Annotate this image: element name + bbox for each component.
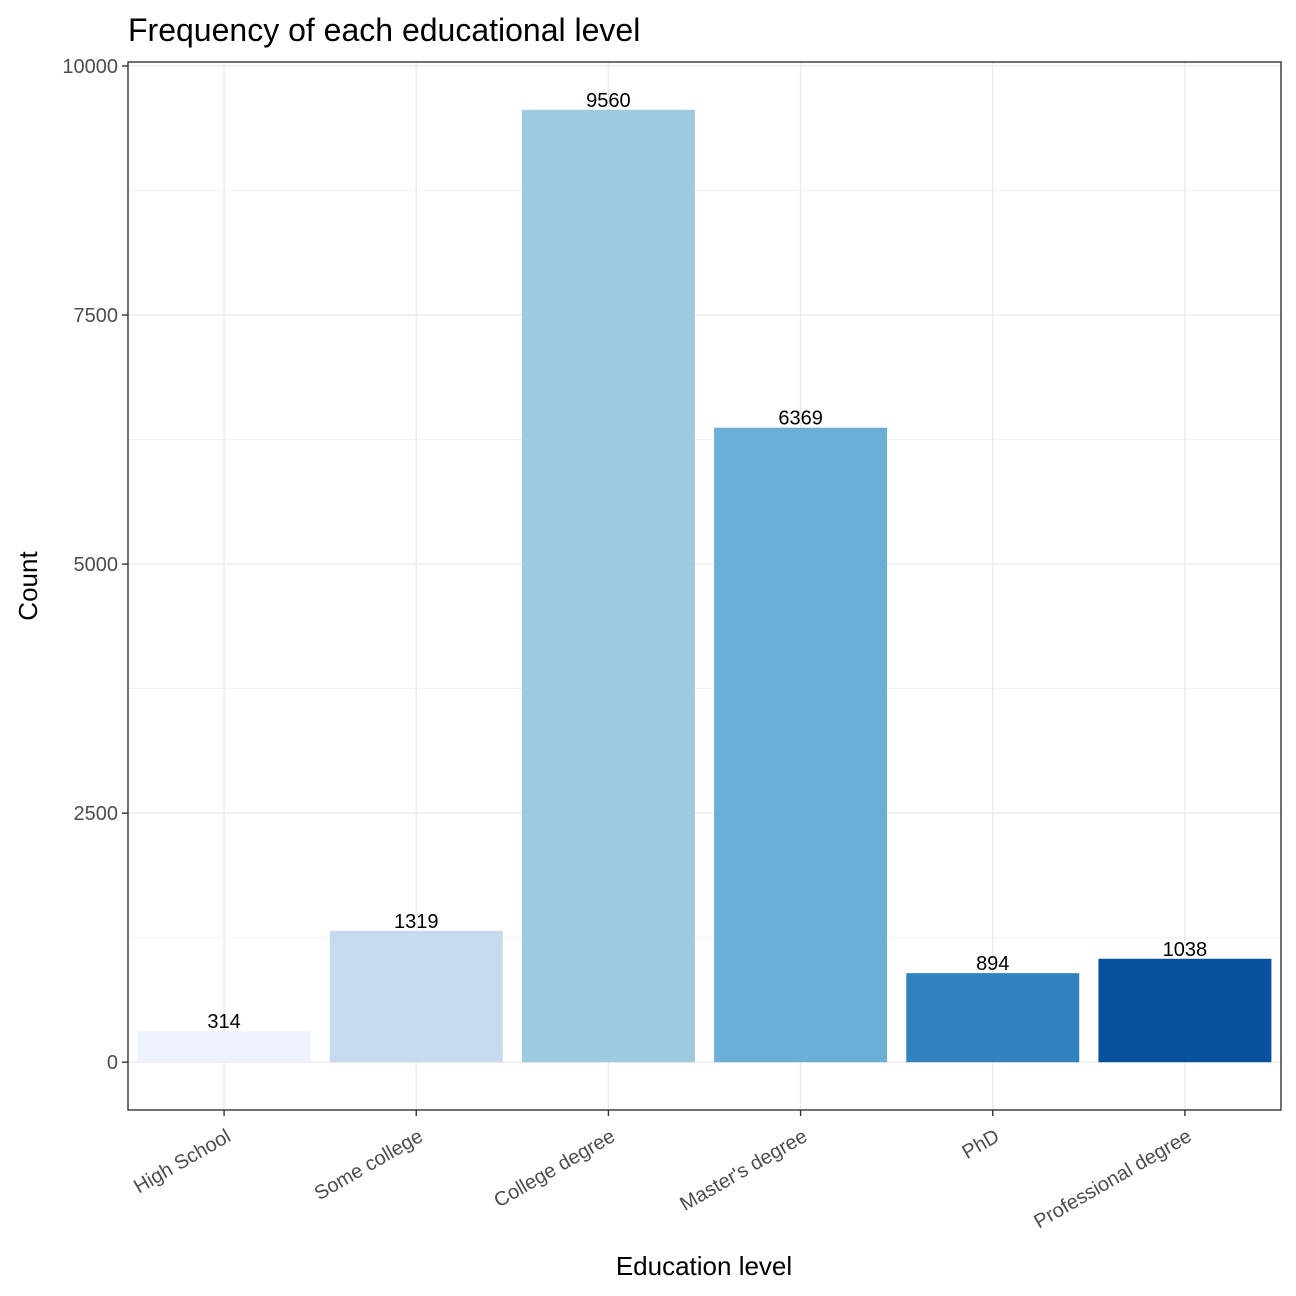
data-label: 6369 bbox=[778, 408, 823, 430]
bar bbox=[521, 109, 695, 1063]
x-tick-label: Professional degree bbox=[1030, 1125, 1195, 1233]
data-label: 314 bbox=[207, 1011, 240, 1033]
y-tick-label: 2500 bbox=[74, 803, 119, 825]
data-label: 9560 bbox=[586, 90, 631, 112]
y-tick-label: 5000 bbox=[74, 554, 119, 576]
grid bbox=[128, 62, 1281, 1110]
data-label: 1038 bbox=[1163, 939, 1208, 961]
data-label: 894 bbox=[976, 953, 1009, 975]
x-tick-label: High School bbox=[130, 1125, 234, 1198]
x-tick-label: PhD bbox=[959, 1125, 1004, 1164]
bar bbox=[714, 427, 888, 1063]
bar bbox=[906, 973, 1080, 1063]
chart-title: Frequency of each educational level bbox=[128, 12, 640, 48]
y-tick-label: 10000 bbox=[62, 56, 118, 78]
x-axis-title: Education level bbox=[616, 1251, 792, 1281]
x-axis: High School Some college College degree Mas… bbox=[130, 1110, 1195, 1233]
y-tick-label: 7500 bbox=[74, 305, 119, 327]
bar bbox=[1098, 958, 1272, 1063]
panel-border bbox=[127, 61, 1282, 1111]
x-tick-label: Some college bbox=[311, 1125, 427, 1205]
y-axis-title: Count bbox=[13, 551, 43, 621]
x-tick-label: Master's degree bbox=[676, 1125, 811, 1215]
bar bbox=[329, 930, 503, 1063]
data-labels: 314 1319 9560 6369 894 1038 bbox=[207, 90, 1207, 1033]
y-tick-label: 0 bbox=[107, 1052, 118, 1074]
bar bbox=[137, 1030, 311, 1063]
bars bbox=[137, 109, 1272, 1063]
x-tick-label: College degree bbox=[490, 1125, 618, 1212]
y-axis: 0 2500 5000 7500 10000 bbox=[62, 56, 128, 1074]
data-label: 1319 bbox=[394, 911, 439, 933]
